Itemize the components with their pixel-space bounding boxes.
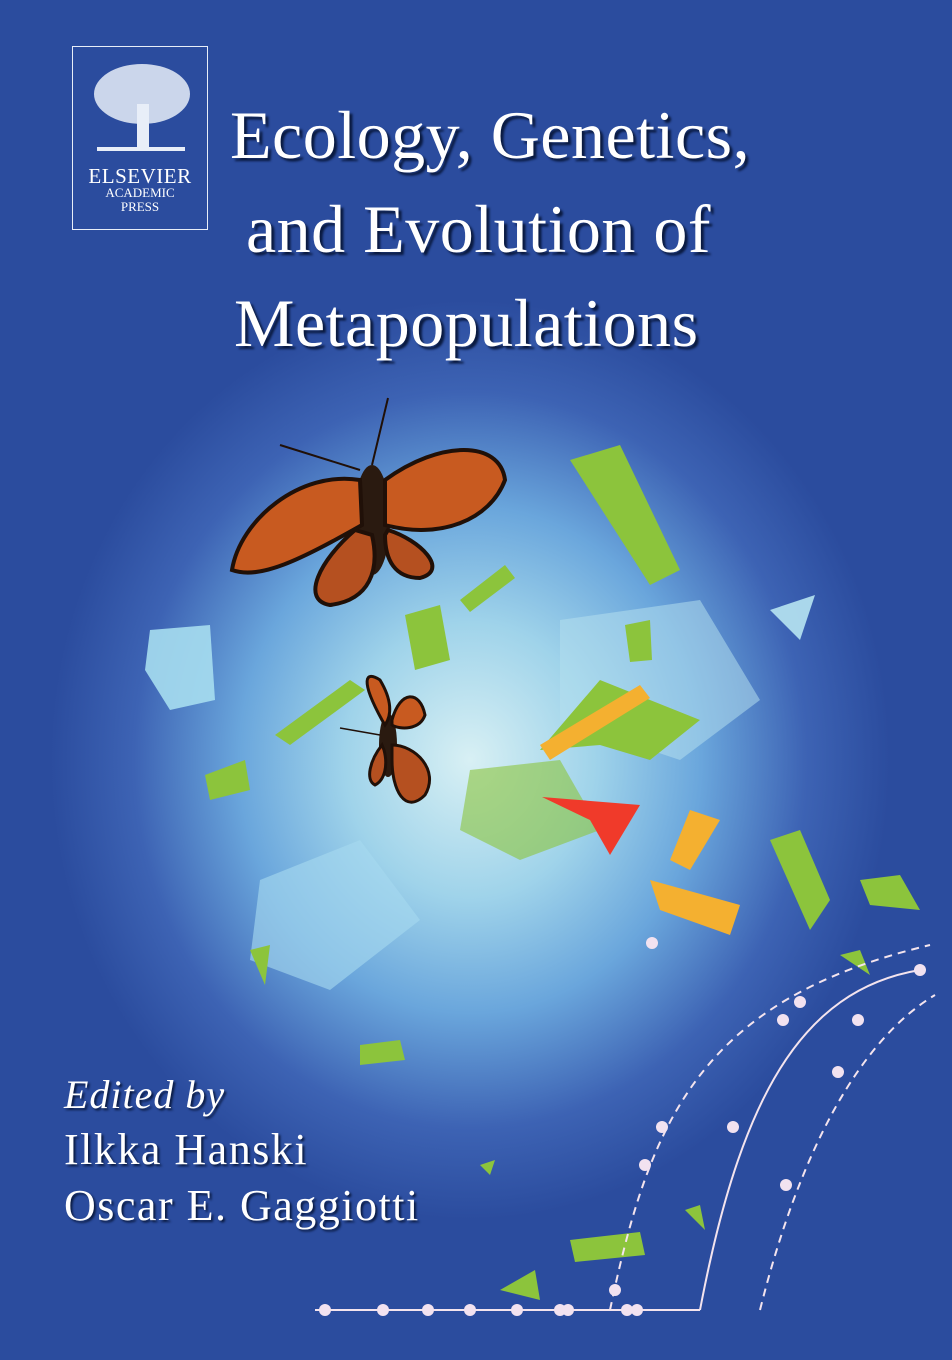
tree-icon — [94, 64, 190, 151]
butterfly-small — [339, 674, 432, 804]
incidence-points — [319, 937, 926, 1316]
orange-patches — [540, 685, 740, 935]
book-title: Ecology, Genetics, and Evolution of Meta… — [230, 88, 750, 370]
publisher-name: ELSEVIER — [88, 164, 192, 188]
title-line-1: Ecology, Genetics, — [230, 97, 751, 173]
title-line-2: and Evolution of — [246, 191, 712, 267]
editor-name: Oscar E. Gaggiotti — [64, 1181, 420, 1230]
editors-block: Edited by Ilkka Hanski Oscar E. Gaggiott… — [64, 1068, 420, 1234]
imprint-line-2: PRESS — [120, 199, 160, 214]
edited-by-label: Edited by — [64, 1072, 226, 1117]
imprint-line-1: ACADEMIC — [105, 185, 175, 200]
red-patch — [542, 797, 640, 855]
butterfly-large — [229, 397, 508, 608]
editor-name: Ilkka Hanski — [64, 1125, 309, 1174]
elsevier-logo: ELSEVIER ACADEMIC PRESS — [72, 46, 208, 230]
title-line-3: Metapopulations — [234, 285, 699, 361]
